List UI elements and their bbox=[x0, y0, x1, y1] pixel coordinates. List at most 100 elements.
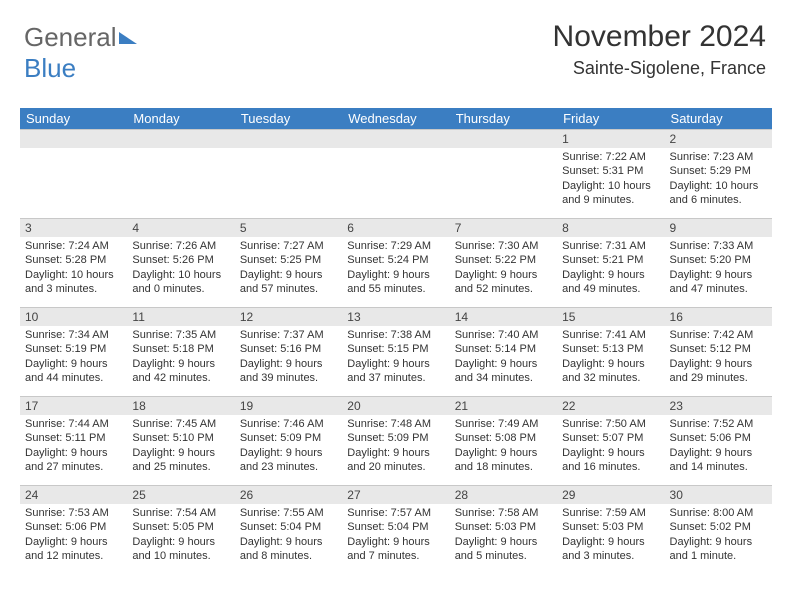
brand-text-1: General bbox=[24, 22, 117, 52]
day-cell: 21Sunrise: 7:49 AMSunset: 5:08 PMDayligh… bbox=[450, 396, 557, 485]
location-subtitle: Sainte-Sigolene, France bbox=[553, 58, 766, 79]
day-info: Sunrise: 7:29 AMSunset: 5:24 PMDaylight:… bbox=[342, 237, 449, 300]
day-info: Sunrise: 7:50 AMSunset: 5:07 PMDaylight:… bbox=[557, 415, 664, 478]
day-number: 12 bbox=[235, 307, 342, 326]
day-info: Sunrise: 7:26 AMSunset: 5:26 PMDaylight:… bbox=[127, 237, 234, 300]
day-info: Sunrise: 7:49 AMSunset: 5:08 PMDaylight:… bbox=[450, 415, 557, 478]
day-number: 10 bbox=[20, 307, 127, 326]
day-cell: 26Sunrise: 7:55 AMSunset: 5:04 PMDayligh… bbox=[235, 485, 342, 574]
day-info: Sunrise: 7:38 AMSunset: 5:15 PMDaylight:… bbox=[342, 326, 449, 389]
day-number: 21 bbox=[450, 396, 557, 415]
brand-logo: General Blue bbox=[24, 22, 137, 84]
day-info: Sunrise: 7:52 AMSunset: 5:06 PMDaylight:… bbox=[665, 415, 772, 478]
day-cell: 10Sunrise: 7:34 AMSunset: 5:19 PMDayligh… bbox=[20, 307, 127, 396]
day-cell: 12Sunrise: 7:37 AMSunset: 5:16 PMDayligh… bbox=[235, 307, 342, 396]
empty-day-cell bbox=[20, 129, 127, 218]
calendar-row: 24Sunrise: 7:53 AMSunset: 5:06 PMDayligh… bbox=[20, 485, 772, 574]
day-number: 7 bbox=[450, 218, 557, 237]
day-cell: 11Sunrise: 7:35 AMSunset: 5:18 PMDayligh… bbox=[127, 307, 234, 396]
day-info: Sunrise: 7:30 AMSunset: 5:22 PMDaylight:… bbox=[450, 237, 557, 300]
day-cell: 15Sunrise: 7:41 AMSunset: 5:13 PMDayligh… bbox=[557, 307, 664, 396]
day-number: 5 bbox=[235, 218, 342, 237]
day-number: 25 bbox=[127, 485, 234, 504]
day-number: 30 bbox=[665, 485, 772, 504]
day-cell: 8Sunrise: 7:31 AMSunset: 5:21 PMDaylight… bbox=[557, 218, 664, 307]
day-number: 27 bbox=[342, 485, 449, 504]
day-number: 9 bbox=[665, 218, 772, 237]
brand-triangle-icon bbox=[119, 32, 137, 44]
empty-day-cell bbox=[450, 129, 557, 218]
day-info: Sunrise: 7:41 AMSunset: 5:13 PMDaylight:… bbox=[557, 326, 664, 389]
weekday-header: Thursday bbox=[450, 108, 557, 129]
day-info: Sunrise: 7:57 AMSunset: 5:04 PMDaylight:… bbox=[342, 504, 449, 567]
day-info: Sunrise: 7:40 AMSunset: 5:14 PMDaylight:… bbox=[450, 326, 557, 389]
empty-day-cell bbox=[235, 129, 342, 218]
day-cell: 14Sunrise: 7:40 AMSunset: 5:14 PMDayligh… bbox=[450, 307, 557, 396]
day-info: Sunrise: 7:33 AMSunset: 5:20 PMDaylight:… bbox=[665, 237, 772, 300]
day-cell: 1Sunrise: 7:22 AMSunset: 5:31 PMDaylight… bbox=[557, 129, 664, 218]
day-cell: 2Sunrise: 7:23 AMSunset: 5:29 PMDaylight… bbox=[665, 129, 772, 218]
day-number: 18 bbox=[127, 396, 234, 415]
brand-text-2: Blue bbox=[24, 53, 76, 83]
calendar-row: 17Sunrise: 7:44 AMSunset: 5:11 PMDayligh… bbox=[20, 396, 772, 485]
day-number: 15 bbox=[557, 307, 664, 326]
day-cell: 13Sunrise: 7:38 AMSunset: 5:15 PMDayligh… bbox=[342, 307, 449, 396]
day-number: 19 bbox=[235, 396, 342, 415]
day-number: 3 bbox=[20, 218, 127, 237]
weekday-header: Tuesday bbox=[235, 108, 342, 129]
day-info: Sunrise: 7:59 AMSunset: 5:03 PMDaylight:… bbox=[557, 504, 664, 567]
day-number: 20 bbox=[342, 396, 449, 415]
day-number: 17 bbox=[20, 396, 127, 415]
day-cell: 29Sunrise: 7:59 AMSunset: 5:03 PMDayligh… bbox=[557, 485, 664, 574]
day-info: Sunrise: 7:34 AMSunset: 5:19 PMDaylight:… bbox=[20, 326, 127, 389]
day-cell: 22Sunrise: 7:50 AMSunset: 5:07 PMDayligh… bbox=[557, 396, 664, 485]
day-info: Sunrise: 7:31 AMSunset: 5:21 PMDaylight:… bbox=[557, 237, 664, 300]
day-info: Sunrise: 7:23 AMSunset: 5:29 PMDaylight:… bbox=[665, 148, 772, 211]
day-number: 22 bbox=[557, 396, 664, 415]
day-number: 29 bbox=[557, 485, 664, 504]
day-cell: 7Sunrise: 7:30 AMSunset: 5:22 PMDaylight… bbox=[450, 218, 557, 307]
calendar-grid: Sunday Monday Tuesday Wednesday Thursday… bbox=[20, 108, 772, 574]
day-number: 8 bbox=[557, 218, 664, 237]
day-info: Sunrise: 7:54 AMSunset: 5:05 PMDaylight:… bbox=[127, 504, 234, 567]
day-cell: 5Sunrise: 7:27 AMSunset: 5:25 PMDaylight… bbox=[235, 218, 342, 307]
day-info: Sunrise: 8:00 AMSunset: 5:02 PMDaylight:… bbox=[665, 504, 772, 567]
day-number: 1 bbox=[557, 129, 664, 148]
day-cell: 20Sunrise: 7:48 AMSunset: 5:09 PMDayligh… bbox=[342, 396, 449, 485]
day-number: 6 bbox=[342, 218, 449, 237]
day-number: 23 bbox=[665, 396, 772, 415]
calendar-row: 10Sunrise: 7:34 AMSunset: 5:19 PMDayligh… bbox=[20, 307, 772, 396]
day-number: 11 bbox=[127, 307, 234, 326]
day-info: Sunrise: 7:48 AMSunset: 5:09 PMDaylight:… bbox=[342, 415, 449, 478]
day-number: 4 bbox=[127, 218, 234, 237]
page-title-block: November 2024 Sainte-Sigolene, France bbox=[553, 20, 766, 79]
weekday-header: Friday bbox=[557, 108, 664, 129]
calendar-row: 1Sunrise: 7:22 AMSunset: 5:31 PMDaylight… bbox=[20, 129, 772, 218]
day-number: 16 bbox=[665, 307, 772, 326]
day-cell: 16Sunrise: 7:42 AMSunset: 5:12 PMDayligh… bbox=[665, 307, 772, 396]
day-number: 2 bbox=[665, 129, 772, 148]
weekday-header: Wednesday bbox=[342, 108, 449, 129]
day-info: Sunrise: 7:46 AMSunset: 5:09 PMDaylight:… bbox=[235, 415, 342, 478]
day-info: Sunrise: 7:24 AMSunset: 5:28 PMDaylight:… bbox=[20, 237, 127, 300]
day-number: 13 bbox=[342, 307, 449, 326]
day-info: Sunrise: 7:27 AMSunset: 5:25 PMDaylight:… bbox=[235, 237, 342, 300]
day-cell: 3Sunrise: 7:24 AMSunset: 5:28 PMDaylight… bbox=[20, 218, 127, 307]
day-info: Sunrise: 7:55 AMSunset: 5:04 PMDaylight:… bbox=[235, 504, 342, 567]
month-title: November 2024 bbox=[553, 20, 766, 54]
day-cell: 24Sunrise: 7:53 AMSunset: 5:06 PMDayligh… bbox=[20, 485, 127, 574]
day-cell: 19Sunrise: 7:46 AMSunset: 5:09 PMDayligh… bbox=[235, 396, 342, 485]
weekday-header-row: Sunday Monday Tuesday Wednesday Thursday… bbox=[20, 108, 772, 129]
day-number: 14 bbox=[450, 307, 557, 326]
day-cell: 17Sunrise: 7:44 AMSunset: 5:11 PMDayligh… bbox=[20, 396, 127, 485]
weekday-header: Sunday bbox=[20, 108, 127, 129]
day-info: Sunrise: 7:58 AMSunset: 5:03 PMDaylight:… bbox=[450, 504, 557, 567]
day-info: Sunrise: 7:22 AMSunset: 5:31 PMDaylight:… bbox=[557, 148, 664, 211]
day-info: Sunrise: 7:35 AMSunset: 5:18 PMDaylight:… bbox=[127, 326, 234, 389]
day-number: 24 bbox=[20, 485, 127, 504]
day-cell: 18Sunrise: 7:45 AMSunset: 5:10 PMDayligh… bbox=[127, 396, 234, 485]
day-number: 26 bbox=[235, 485, 342, 504]
day-number: 28 bbox=[450, 485, 557, 504]
day-info: Sunrise: 7:45 AMSunset: 5:10 PMDaylight:… bbox=[127, 415, 234, 478]
day-cell: 27Sunrise: 7:57 AMSunset: 5:04 PMDayligh… bbox=[342, 485, 449, 574]
